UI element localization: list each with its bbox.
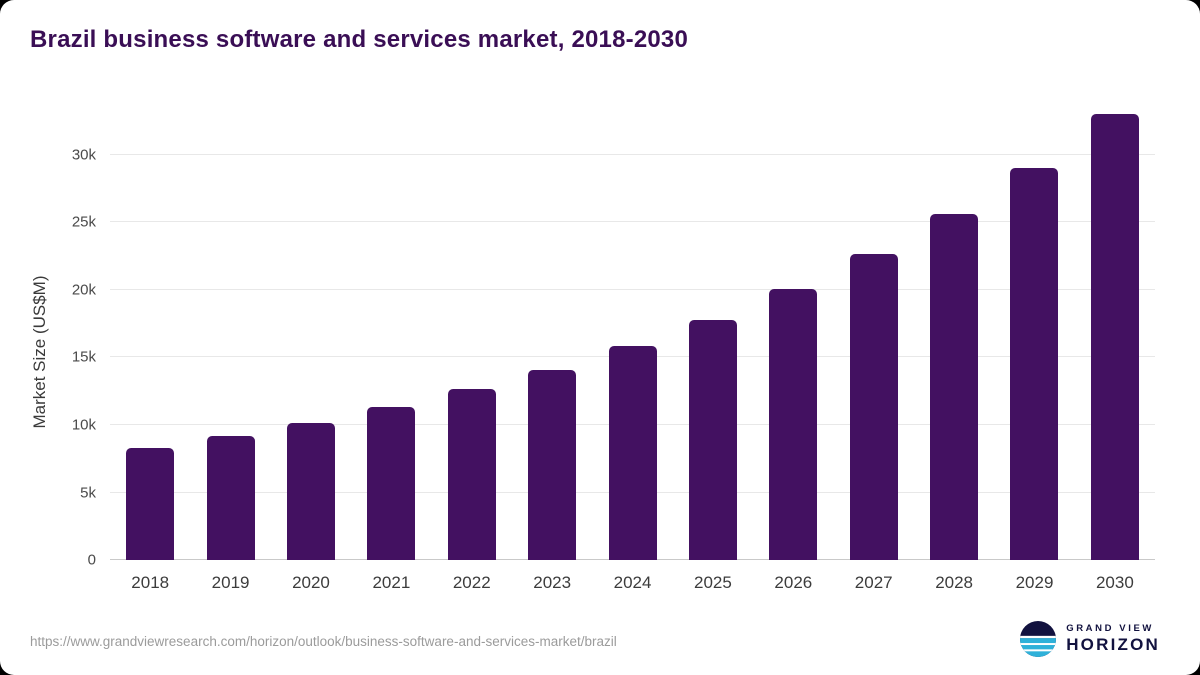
bar-2024 xyxy=(608,346,657,560)
y-tick-label: 10k xyxy=(71,416,96,434)
x-tick-label: 2028 xyxy=(935,573,974,592)
x-tick-label: 2022 xyxy=(452,573,491,592)
brand-logo: GRAND VIEW HORIZON xyxy=(1020,621,1160,657)
bar-slot xyxy=(110,105,190,560)
horizon-logo-icon xyxy=(1020,621,1057,657)
x-tick-label: 2024 xyxy=(613,573,652,592)
gridline xyxy=(110,153,1155,155)
source-url: https://www.grandviewresearch.com/horizo… xyxy=(30,634,617,649)
bar-slot xyxy=(753,105,833,560)
y-axis-label: Market Size (US$M) xyxy=(30,275,49,429)
bar-slot xyxy=(271,105,351,560)
bar-slot xyxy=(1075,105,1155,560)
bar-slot xyxy=(994,105,1074,560)
bar-2026 xyxy=(769,288,818,560)
x-tick-label: 2021 xyxy=(372,573,411,592)
x-tick-label: 2018 xyxy=(131,573,170,592)
x-tick-label: 2025 xyxy=(694,573,732,592)
bar-2025 xyxy=(688,319,737,560)
x-tick-label: 2027 xyxy=(854,573,893,592)
y-tick-label: 0 xyxy=(87,551,96,569)
plot-area: 0 5k 10k 15k 20k 25k 30k xyxy=(72,105,1155,569)
bar-2028 xyxy=(930,214,979,560)
y-tick-label: 30k xyxy=(71,146,96,164)
x-tick-label: 2019 xyxy=(211,573,250,592)
brand-logo-text: GRAND VIEW HORIZON xyxy=(1066,622,1160,654)
bar-slot xyxy=(432,105,512,560)
gridline xyxy=(110,288,1155,290)
bar-2029 xyxy=(1010,168,1059,560)
x-tick-label: 2030 xyxy=(1095,573,1134,592)
y-tick-label: 5k xyxy=(80,484,96,501)
y-tick-label: 25k xyxy=(71,213,96,231)
bar-2019 xyxy=(206,435,255,560)
gridline xyxy=(110,221,1155,223)
bar-2020 xyxy=(286,422,335,560)
bar-slot xyxy=(592,105,672,560)
bar-2027 xyxy=(849,254,898,560)
x-tick-label: 2023 xyxy=(533,573,572,592)
brand-name-top: GRAND VIEW xyxy=(1066,622,1154,634)
bar-2021 xyxy=(367,406,416,560)
bar-slot xyxy=(351,105,431,560)
bars-container xyxy=(110,105,1155,560)
bar-slot xyxy=(834,105,914,560)
bar-slot xyxy=(512,105,592,560)
brand-name-bottom: HORIZON xyxy=(1066,634,1160,654)
bar-2023 xyxy=(528,369,577,560)
x-tick-label: 2020 xyxy=(292,573,330,592)
bar-slot xyxy=(673,105,753,560)
chart-title: Brazil business software and services ma… xyxy=(30,26,689,53)
x-tick-label: 2026 xyxy=(774,573,813,592)
x-axis-labels: 2018 2019 2020 2021 2022 2023 2024 2025 2026 2027… xyxy=(110,560,1155,593)
bar-2030 xyxy=(1090,114,1139,560)
bar-2018 xyxy=(126,447,175,560)
bar-slot xyxy=(914,105,994,560)
y-tick-label: 15k xyxy=(71,348,96,366)
x-tick-label: 2029 xyxy=(1015,573,1054,592)
y-tick-label: 20k xyxy=(71,281,96,299)
bar-2022 xyxy=(447,389,496,560)
bar-slot xyxy=(190,105,270,560)
